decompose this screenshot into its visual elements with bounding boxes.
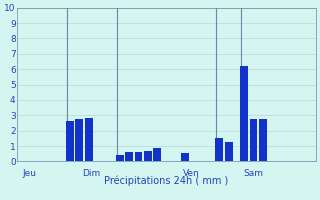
Text: Dim: Dim bbox=[83, 169, 101, 178]
Bar bbox=[250, 119, 258, 161]
X-axis label: Précipitations 24h ( mm ): Précipitations 24h ( mm ) bbox=[104, 175, 228, 186]
Bar bbox=[66, 121, 74, 161]
Bar bbox=[116, 155, 124, 161]
Bar bbox=[76, 119, 83, 161]
Text: Sam: Sam bbox=[244, 169, 264, 178]
Bar bbox=[240, 66, 248, 161]
Bar bbox=[85, 118, 92, 161]
Bar bbox=[153, 148, 161, 161]
Bar bbox=[134, 152, 142, 161]
Bar bbox=[215, 138, 223, 161]
Bar bbox=[125, 152, 133, 161]
Text: Jeu: Jeu bbox=[22, 169, 36, 178]
Bar bbox=[181, 153, 189, 161]
Text: Ven: Ven bbox=[183, 169, 200, 178]
Bar bbox=[144, 151, 152, 161]
Bar bbox=[225, 142, 233, 161]
Bar bbox=[259, 119, 267, 161]
